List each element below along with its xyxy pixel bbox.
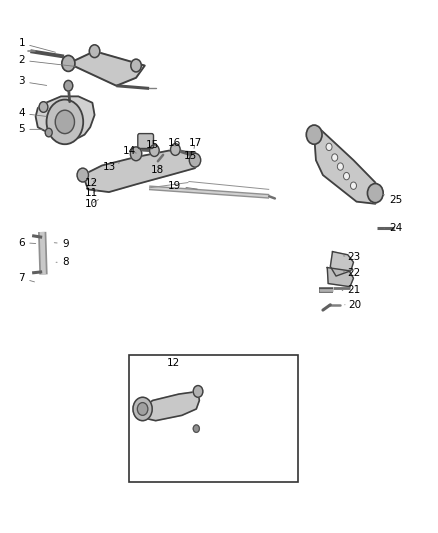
Text: 5: 5 (18, 124, 42, 134)
Text: 10: 10 (85, 199, 99, 209)
Text: 13: 13 (102, 161, 120, 172)
Text: 18: 18 (150, 165, 164, 175)
FancyBboxPatch shape (130, 356, 297, 482)
Polygon shape (141, 391, 199, 421)
Circle shape (350, 182, 357, 189)
Circle shape (62, 55, 75, 71)
Text: 14: 14 (123, 146, 136, 156)
Circle shape (326, 143, 332, 151)
Circle shape (343, 172, 350, 180)
Circle shape (306, 125, 322, 144)
Text: 23: 23 (343, 252, 361, 262)
Circle shape (55, 110, 74, 134)
Polygon shape (327, 268, 353, 287)
Circle shape (77, 168, 88, 182)
Circle shape (39, 102, 48, 112)
Text: 17: 17 (188, 138, 201, 149)
Polygon shape (330, 252, 353, 276)
Circle shape (45, 128, 52, 137)
Polygon shape (68, 51, 145, 86)
Text: 11: 11 (85, 188, 98, 198)
Circle shape (193, 425, 199, 432)
Circle shape (131, 147, 142, 161)
Text: 24: 24 (384, 223, 403, 233)
Circle shape (138, 402, 148, 415)
Circle shape (89, 45, 100, 58)
Circle shape (170, 144, 180, 156)
Text: 15: 15 (146, 140, 159, 150)
Circle shape (131, 59, 141, 72)
Circle shape (189, 154, 201, 167)
Text: 19: 19 (168, 181, 197, 191)
Circle shape (150, 145, 159, 157)
Text: 21: 21 (342, 286, 361, 295)
Text: 3: 3 (18, 77, 47, 86)
Text: 12: 12 (166, 358, 180, 368)
Circle shape (46, 100, 83, 144)
Text: 16: 16 (168, 138, 181, 148)
Text: 8: 8 (56, 257, 69, 267)
Circle shape (367, 183, 383, 203)
Text: 4: 4 (18, 108, 46, 118)
Text: 2: 2 (18, 55, 75, 67)
Text: 7: 7 (18, 273, 35, 283)
Text: 20: 20 (345, 300, 361, 310)
Circle shape (64, 80, 73, 91)
Polygon shape (83, 151, 198, 192)
Polygon shape (35, 96, 95, 138)
Text: 9: 9 (54, 239, 69, 248)
Circle shape (337, 163, 343, 170)
Text: 1: 1 (18, 38, 56, 52)
Text: 22: 22 (343, 268, 361, 278)
Text: 12: 12 (85, 177, 98, 188)
Circle shape (332, 154, 338, 161)
FancyBboxPatch shape (138, 134, 153, 149)
Text: 6: 6 (18, 238, 36, 247)
Circle shape (133, 397, 152, 421)
Polygon shape (314, 130, 378, 204)
Text: 15: 15 (184, 151, 197, 161)
Circle shape (193, 385, 203, 397)
Text: 25: 25 (382, 194, 403, 205)
